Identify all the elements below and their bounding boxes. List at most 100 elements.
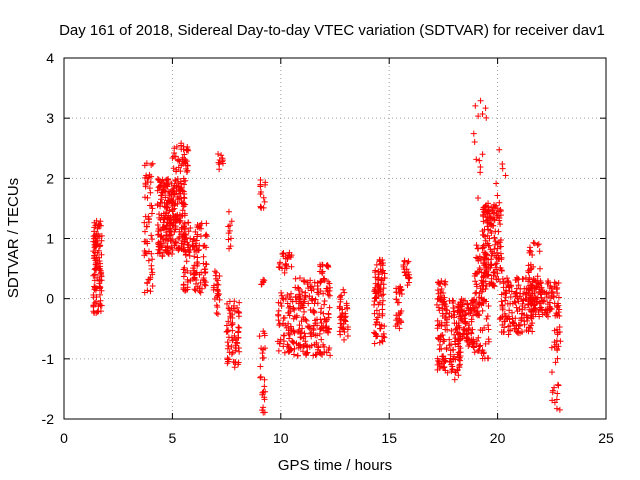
data-point <box>300 316 307 323</box>
data-point <box>488 215 495 222</box>
data-point <box>144 194 151 201</box>
data-point <box>342 317 349 324</box>
data-point <box>381 274 388 281</box>
data-point <box>450 355 457 362</box>
data-point <box>296 296 303 303</box>
data-points <box>90 97 564 416</box>
data-point <box>513 277 520 284</box>
data-point <box>157 182 164 189</box>
data-point <box>317 350 324 357</box>
data-point <box>215 159 222 166</box>
data-point <box>297 344 304 351</box>
data-point <box>179 207 186 214</box>
data-point <box>283 265 290 272</box>
data-point <box>520 297 527 304</box>
data-point <box>444 369 451 376</box>
data-point <box>341 328 348 335</box>
data-point <box>544 301 551 308</box>
data-point <box>225 318 232 325</box>
data-point <box>319 268 326 275</box>
data-point <box>554 284 561 291</box>
data-point <box>144 175 151 182</box>
data-point <box>183 147 190 154</box>
data-point <box>494 270 501 277</box>
data-point <box>190 276 197 283</box>
data-point <box>398 291 405 298</box>
data-point <box>315 344 322 351</box>
data-point <box>180 146 187 153</box>
data-point <box>144 280 151 287</box>
data-point <box>540 298 547 305</box>
data-point <box>181 231 188 238</box>
data-point <box>544 278 551 285</box>
data-point <box>450 305 457 311</box>
data-point <box>296 291 303 298</box>
data-point <box>224 345 231 352</box>
data-point <box>194 283 201 290</box>
data-point <box>154 201 161 208</box>
data-point <box>158 189 165 196</box>
data-point <box>284 291 291 298</box>
data-point <box>466 322 473 329</box>
data-point <box>473 340 480 347</box>
data-point <box>396 311 403 318</box>
data-point <box>276 322 283 329</box>
data-point <box>477 285 484 292</box>
data-point <box>91 309 98 316</box>
data-point <box>313 351 320 358</box>
data-point <box>470 338 477 345</box>
data-point <box>160 186 167 193</box>
data-point <box>218 152 225 159</box>
data-point <box>230 358 237 365</box>
data-point <box>169 206 176 213</box>
data-point <box>213 310 220 317</box>
data-point <box>344 305 351 312</box>
y-axis-label: SDTVAR / TECUs <box>5 178 22 298</box>
data-point <box>523 289 530 296</box>
data-point <box>555 309 562 316</box>
data-point <box>194 262 201 269</box>
data-point <box>372 269 379 276</box>
data-point <box>393 317 400 324</box>
data-point <box>440 296 447 303</box>
data-point <box>459 334 466 341</box>
data-point <box>473 289 480 296</box>
data-point <box>227 243 234 250</box>
data-point <box>197 289 204 296</box>
data-point <box>160 223 167 230</box>
data-point <box>379 312 386 319</box>
data-point <box>301 308 308 315</box>
data-point <box>464 301 471 308</box>
data-point <box>497 250 504 257</box>
data-point <box>472 290 479 297</box>
data-point <box>557 338 564 345</box>
data-point <box>280 296 287 303</box>
data-point <box>478 277 485 284</box>
data-point <box>202 268 209 275</box>
data-point <box>262 345 269 352</box>
data-point <box>494 245 501 252</box>
data-point <box>197 233 204 240</box>
data-point <box>177 195 184 202</box>
data-point <box>394 299 401 306</box>
data-point <box>200 275 207 282</box>
data-point <box>309 295 316 302</box>
data-point <box>164 180 171 187</box>
data-point <box>301 278 308 285</box>
data-point <box>193 243 200 250</box>
data-point <box>155 239 162 246</box>
data-point <box>96 276 103 283</box>
data-point <box>193 269 200 276</box>
data-point <box>435 304 442 311</box>
data-point <box>471 349 478 356</box>
data-point <box>493 254 500 261</box>
data-point <box>482 285 489 292</box>
data-point <box>446 313 453 320</box>
data-point <box>97 267 104 274</box>
data-point <box>373 307 380 314</box>
data-point <box>321 297 328 304</box>
data-point <box>476 312 483 319</box>
data-point <box>493 266 500 273</box>
data-point <box>293 340 300 347</box>
data-point <box>483 315 490 322</box>
